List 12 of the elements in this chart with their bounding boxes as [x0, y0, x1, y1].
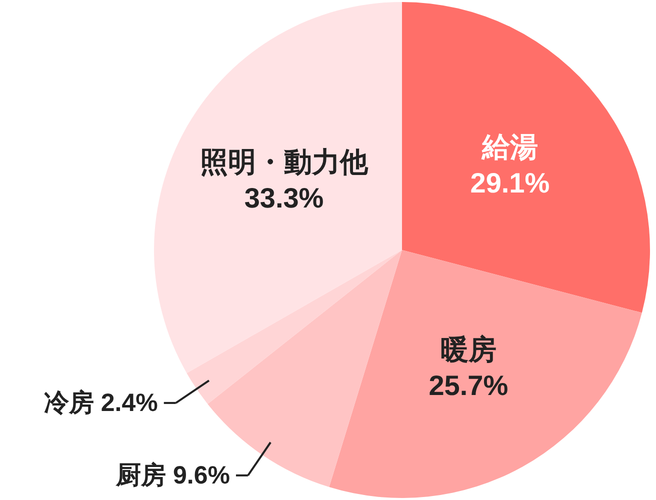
- data-label: 29.1%: [470, 168, 550, 199]
- pie-slice: [186, 250, 402, 404]
- slice-label: 暖房: [440, 334, 496, 366]
- data-label: 33.3%: [244, 182, 324, 214]
- slice-label: 厨房 9.6%: [115, 461, 230, 490]
- pie-slice: [402, 2, 650, 313]
- slice-label: 給湯: [480, 132, 538, 163]
- pie-slice: [154, 2, 402, 374]
- data-label: 25.7%: [428, 370, 508, 402]
- slice-label: 冷房 2.4%: [44, 388, 158, 417]
- slice-label: 照明・動力他: [200, 146, 370, 178]
- pie-slice: [329, 250, 642, 498]
